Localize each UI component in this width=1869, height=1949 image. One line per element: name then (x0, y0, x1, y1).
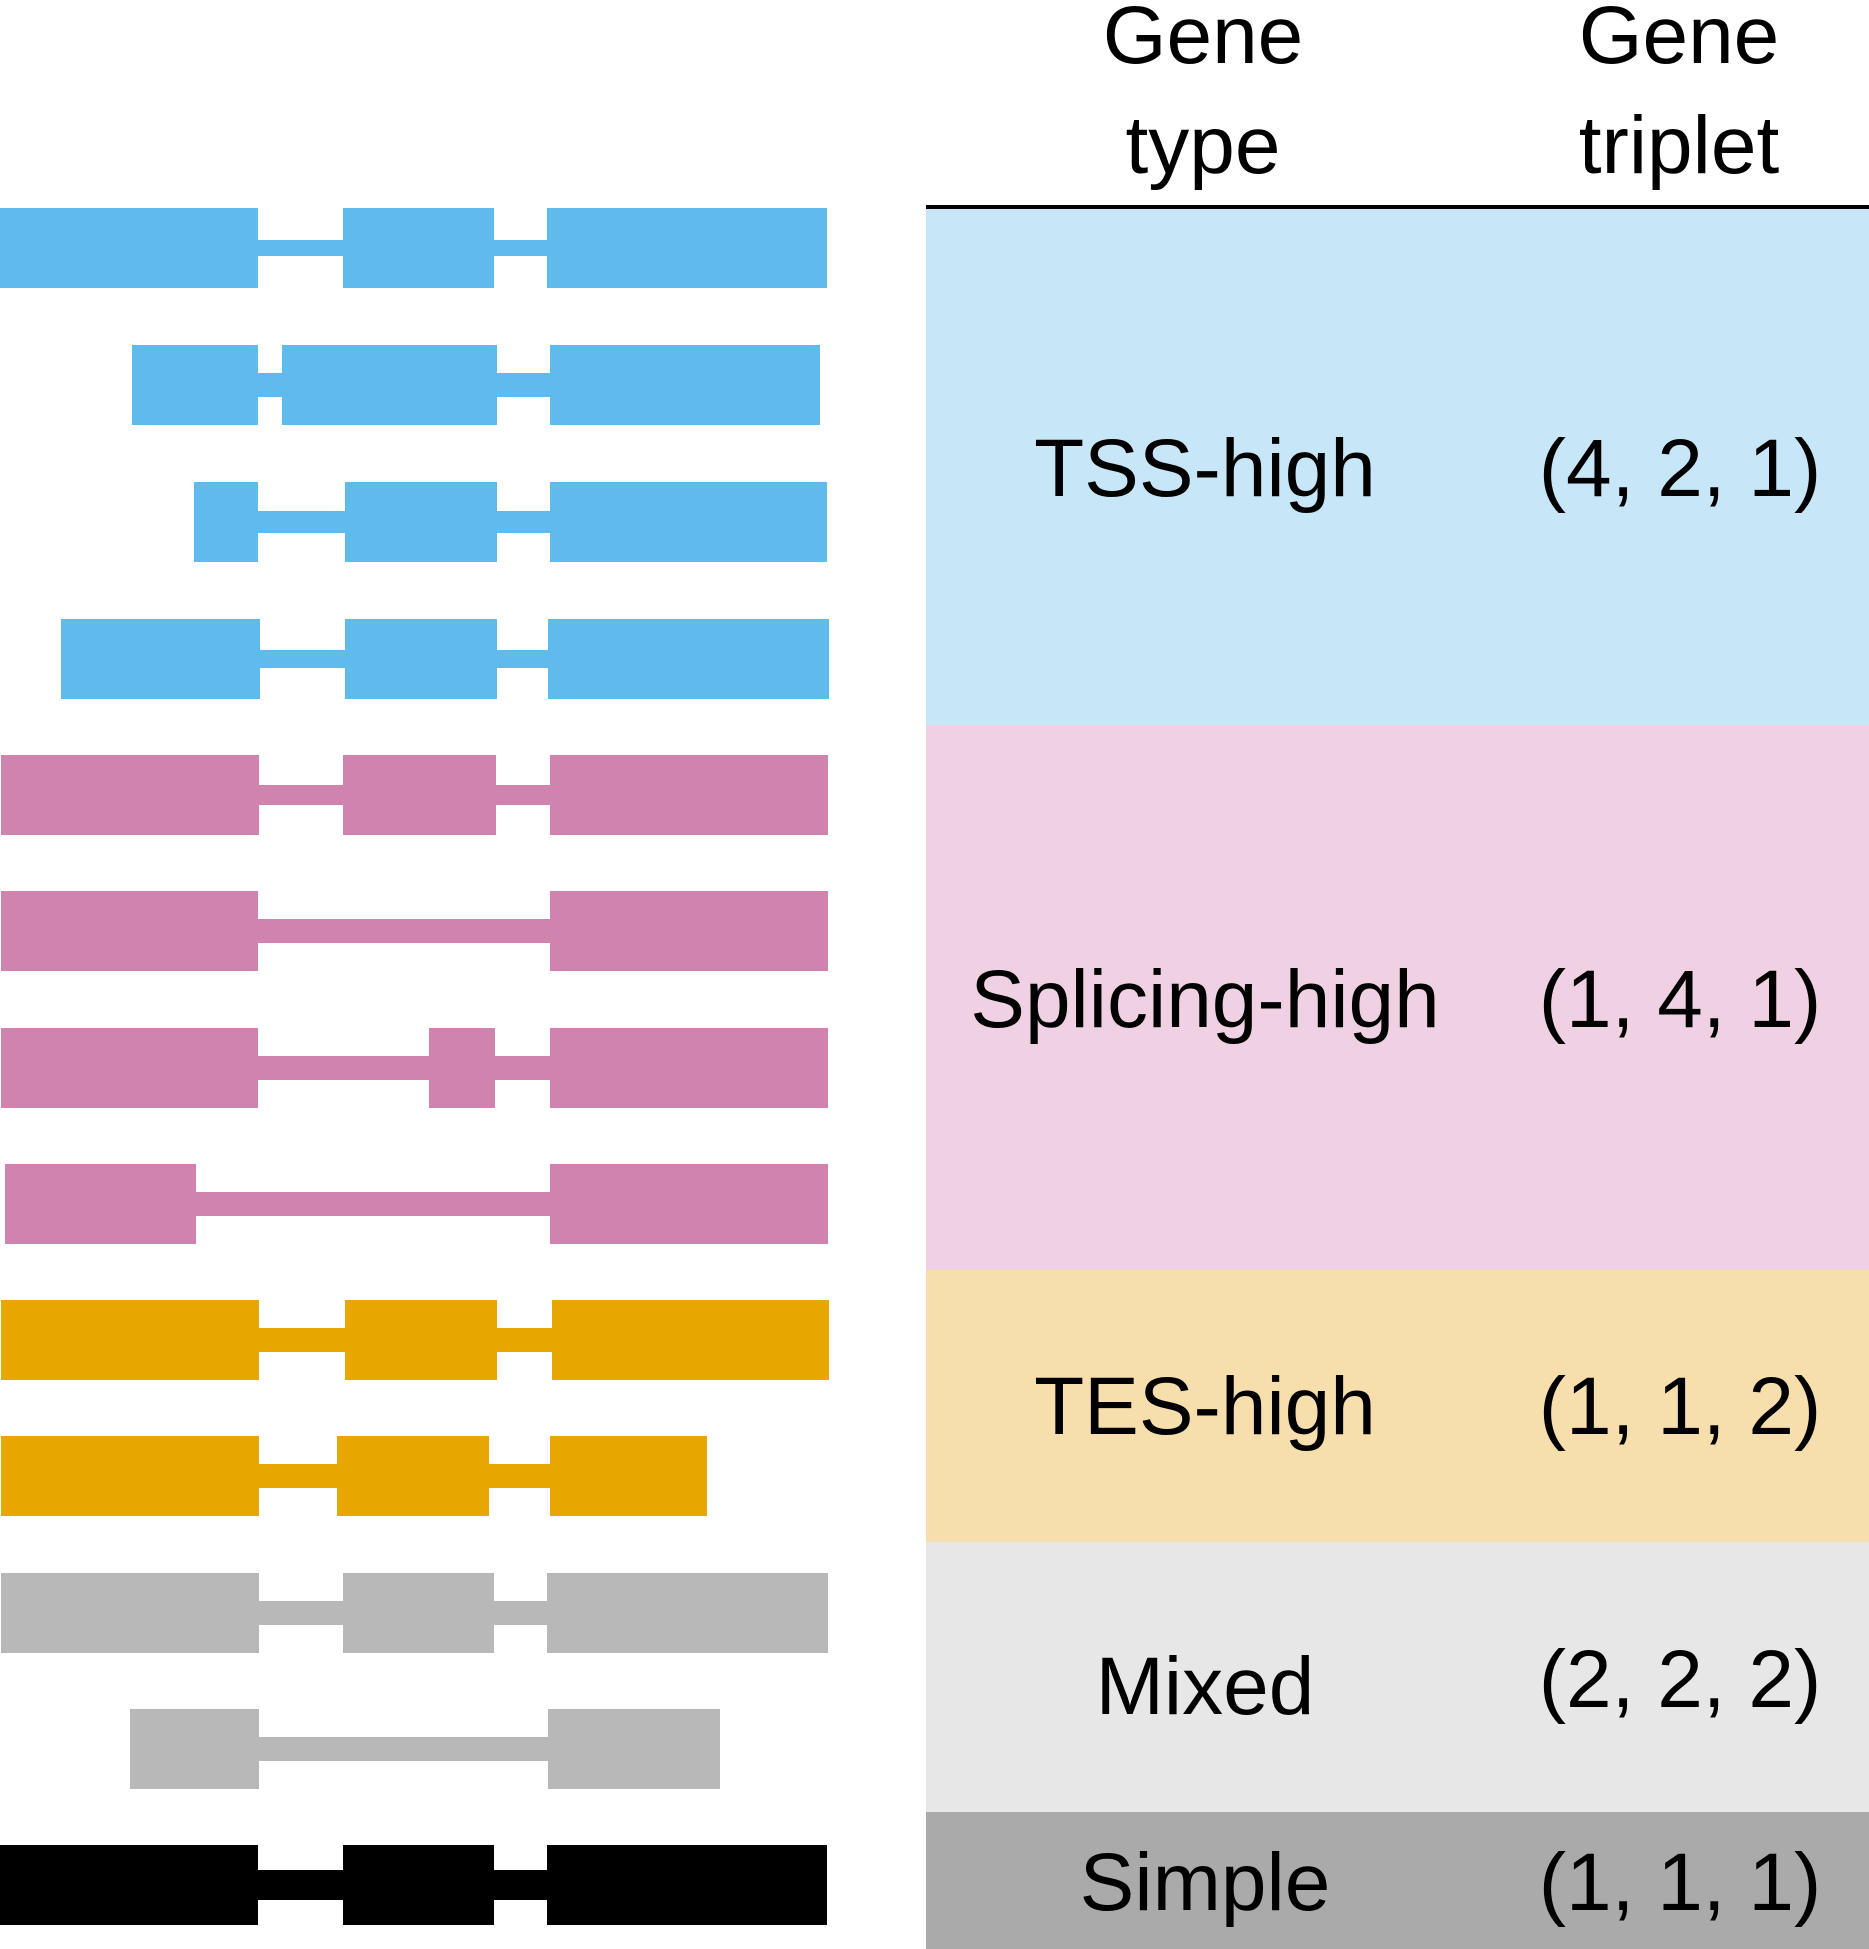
intron (493, 240, 548, 256)
intron (493, 1601, 548, 1625)
intron (496, 650, 549, 668)
exon (550, 755, 828, 835)
exon (550, 1436, 707, 1516)
intron (195, 1192, 551, 1216)
intron (258, 1737, 549, 1761)
exon (194, 482, 258, 562)
exon (343, 1845, 494, 1925)
exon (130, 1709, 259, 1789)
transcript-tes-9 (1, 1436, 707, 1516)
gene-type-splicing-high: Splicing-high (970, 954, 1440, 1045)
transcript-models (0, 208, 829, 1925)
exon (345, 619, 497, 699)
triplet-mixed: (2, 2, 2) (1539, 1634, 1822, 1725)
transcript-splicing-4 (1, 755, 828, 835)
transcript-tes-8 (1, 1300, 829, 1380)
triplet-splicing-high: (1, 4, 1) (1539, 954, 1822, 1045)
transcript-simple-12 (0, 1845, 827, 1925)
exon (343, 1573, 494, 1653)
row-bg-tes-high (926, 1270, 1869, 1542)
transcript-splicing-7 (5, 1164, 828, 1244)
intron (257, 1870, 344, 1900)
exon (0, 208, 258, 288)
exon (343, 208, 494, 288)
header-gene-type-line-2: type (1126, 100, 1281, 191)
exon (61, 619, 260, 699)
triplet-simple: (1, 1, 1) (1539, 1837, 1822, 1928)
triplet-tss-high: (4, 2, 1) (1539, 423, 1822, 514)
exon (550, 482, 827, 562)
intron (257, 919, 551, 943)
intron (257, 1056, 430, 1080)
exon (1, 755, 259, 835)
intron (258, 1464, 338, 1488)
exon (552, 1300, 829, 1380)
transcript-tss-1 (132, 345, 820, 425)
exon (0, 1845, 258, 1925)
intron (258, 1601, 344, 1625)
row-bg-simple (926, 1812, 1869, 1949)
transcript-mixed-11 (130, 1709, 720, 1789)
exon (1, 1436, 259, 1516)
intron (494, 1056, 551, 1080)
intron (257, 373, 283, 397)
row-bg-mixed (926, 1542, 1869, 1812)
exon (550, 345, 820, 425)
exon (337, 1436, 489, 1516)
exon (548, 1709, 720, 1789)
exon (547, 1845, 827, 1925)
gene-type-simple: Simple (1080, 1837, 1331, 1928)
intron (258, 785, 344, 805)
intron (496, 373, 551, 397)
exon (1, 1028, 258, 1108)
header-gene-triplet-line-1: Gene (1579, 0, 1780, 81)
header-gene-triplet-line-2: triplet (1579, 100, 1780, 191)
header-gene-type-line-1: Gene (1103, 0, 1304, 81)
exon (1, 1300, 259, 1380)
exon (132, 345, 258, 425)
exon (1, 891, 258, 971)
exon (548, 619, 829, 699)
intron (496, 1328, 553, 1352)
intron (495, 785, 551, 805)
transcript-tss-2 (194, 482, 827, 562)
exon (343, 755, 496, 835)
exon (1, 1573, 259, 1653)
transcript-splicing-5 (1, 891, 828, 971)
transcript-splicing-6 (1, 1028, 828, 1108)
gene-type-tes-high: TES-high (1034, 1361, 1376, 1452)
exon (550, 891, 828, 971)
intron (258, 1328, 346, 1352)
exon (429, 1028, 495, 1108)
row-bg-splicing-high (926, 725, 1869, 1270)
exon (282, 345, 497, 425)
intron (259, 650, 346, 668)
intron (257, 511, 346, 533)
transcript-mixed-10 (1, 1573, 828, 1653)
intron (496, 511, 551, 533)
exon (547, 1573, 828, 1653)
intron (257, 240, 344, 256)
exon (550, 1164, 828, 1244)
exon (345, 1300, 497, 1380)
intron (493, 1870, 548, 1900)
transcript-tss-0 (0, 208, 827, 288)
transcript-tss-3 (61, 619, 829, 699)
exon (547, 208, 827, 288)
exon (550, 1028, 828, 1108)
gene-type-tss-high: TSS-high (1034, 423, 1376, 514)
intron (488, 1464, 551, 1488)
exon (5, 1164, 196, 1244)
triplet-tes-high: (1, 1, 2) (1539, 1361, 1822, 1452)
exon (345, 482, 497, 562)
gene-type-mixed: Mixed (1096, 1641, 1315, 1732)
row-bg-tss-high (926, 209, 1869, 725)
